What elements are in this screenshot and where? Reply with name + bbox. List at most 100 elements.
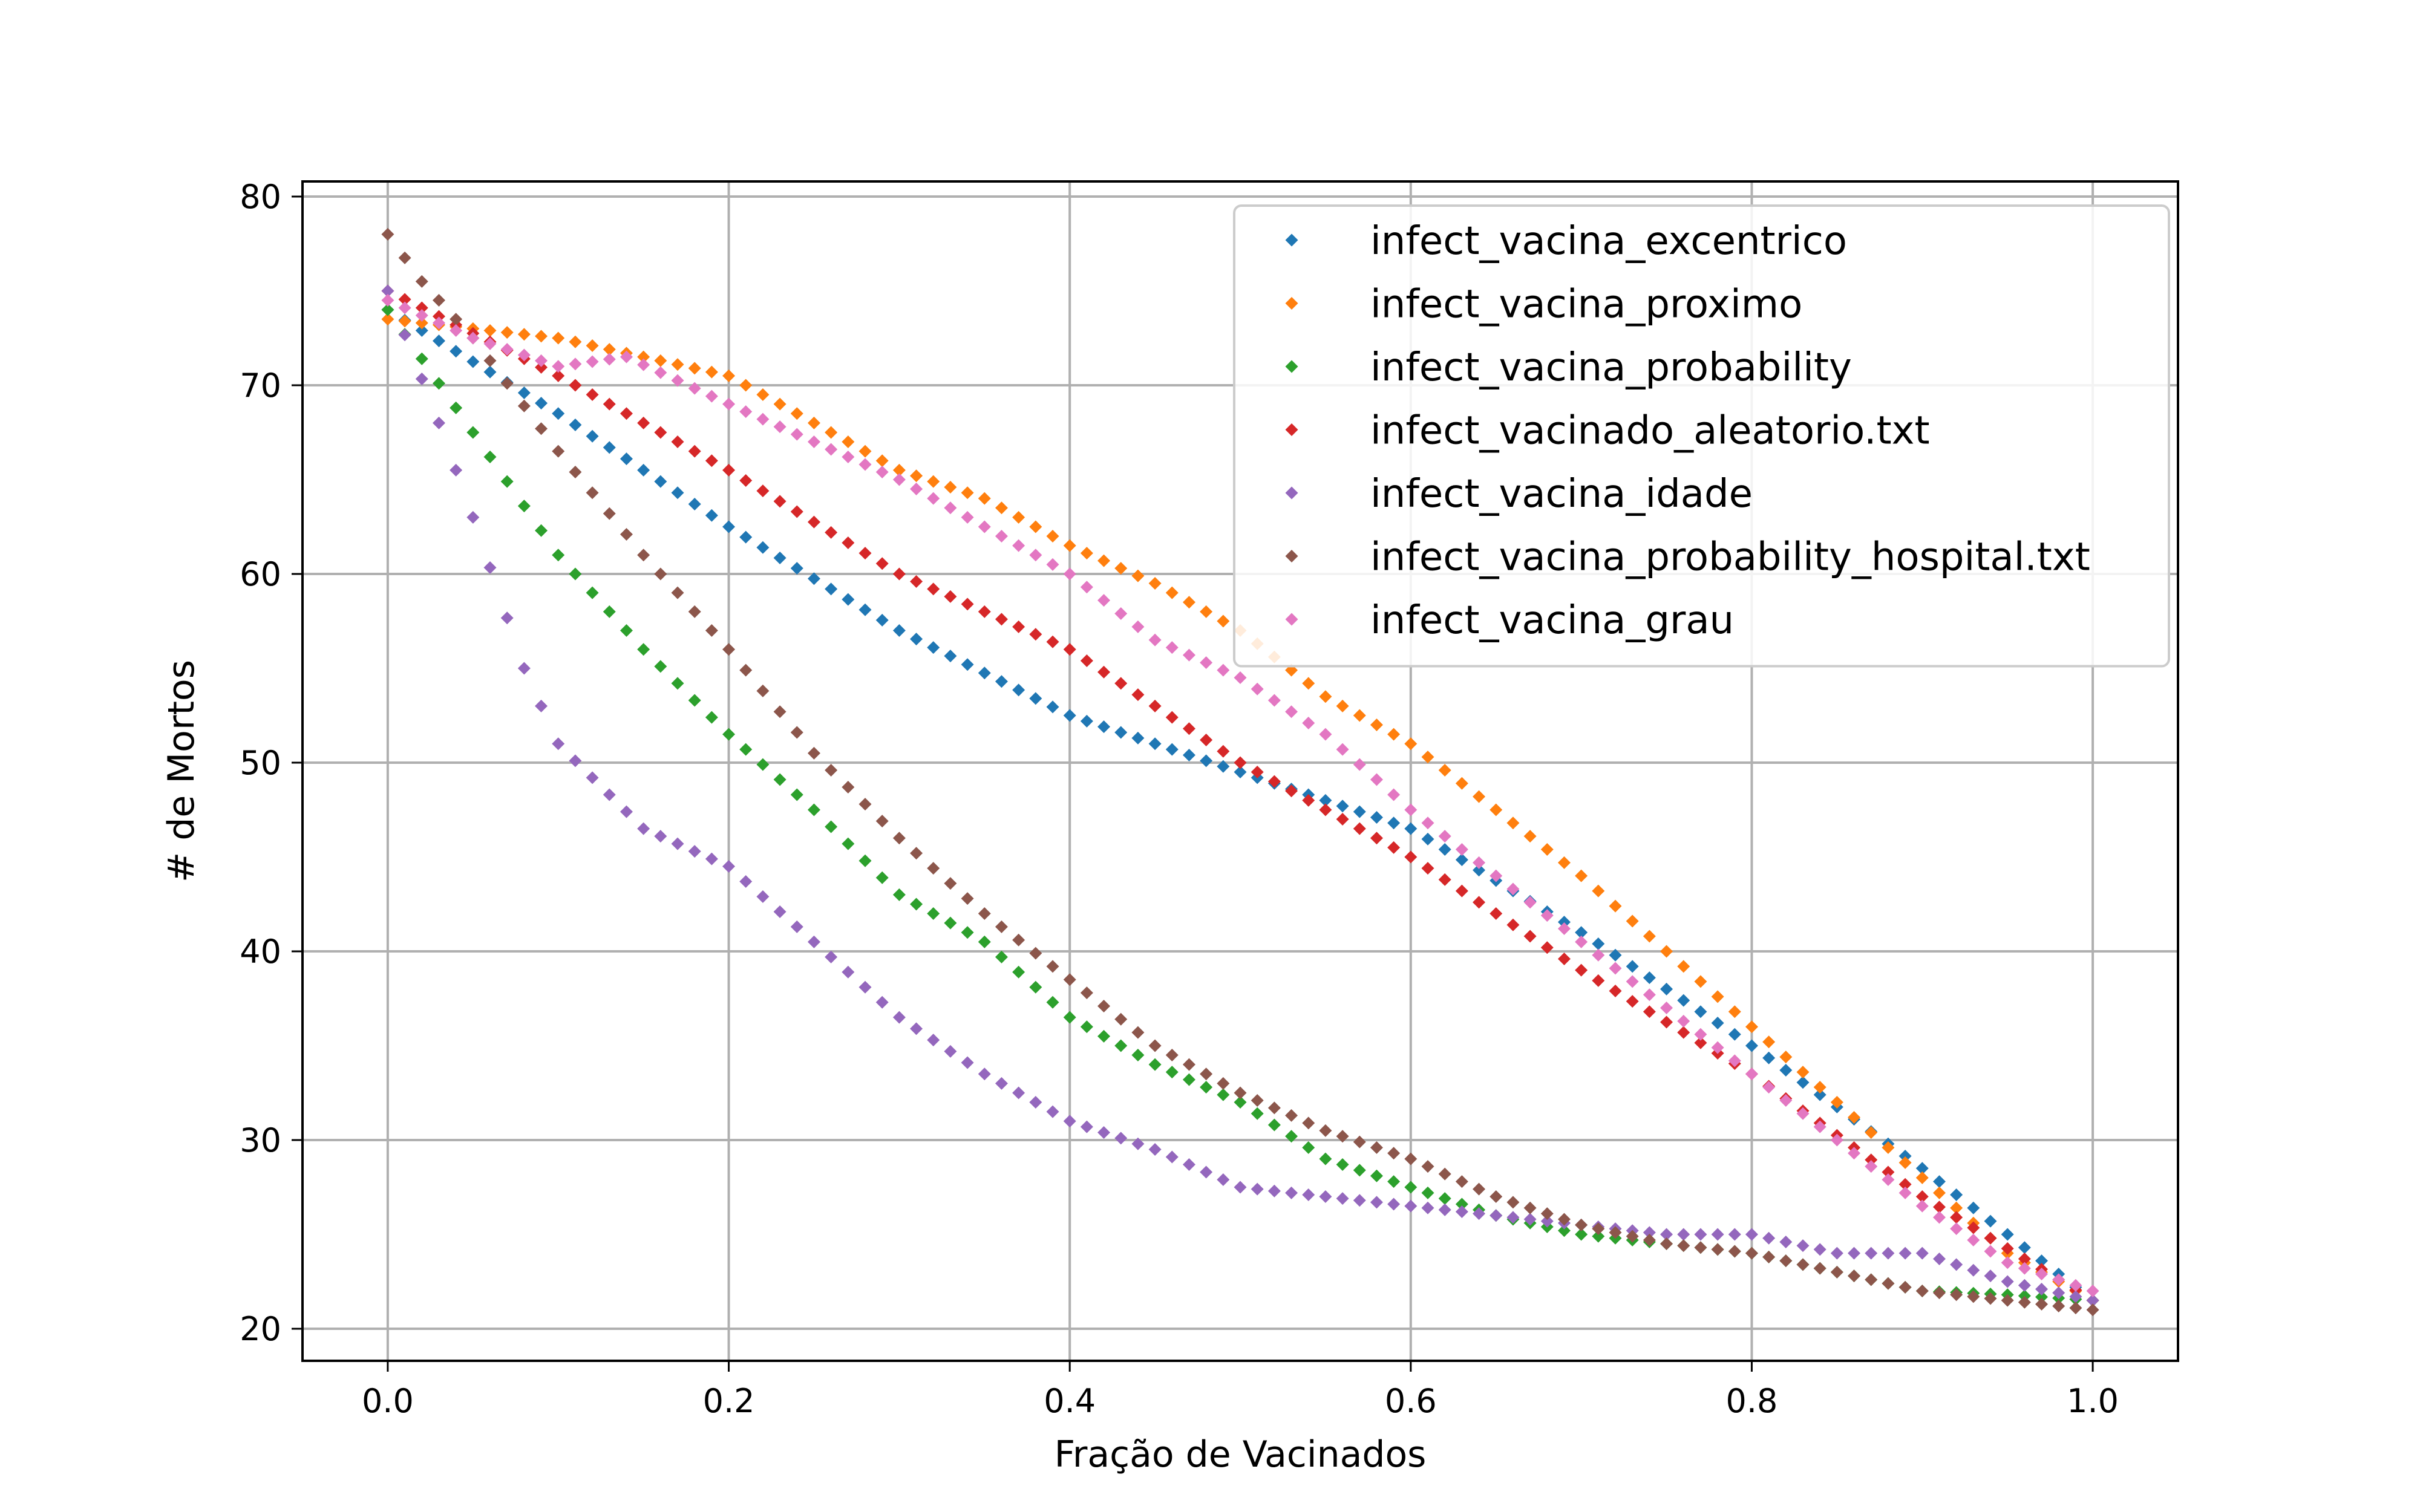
data-point xyxy=(1592,948,1605,962)
data-point xyxy=(1336,813,1349,826)
data-points xyxy=(381,227,2099,1317)
data-point xyxy=(773,420,786,434)
data-point xyxy=(637,463,650,477)
data-point xyxy=(1677,960,1690,973)
data-point xyxy=(1421,1160,1434,1173)
data-point xyxy=(500,475,514,488)
data-point xyxy=(1711,1041,1724,1054)
data-point xyxy=(1523,896,1537,909)
data-point xyxy=(1404,803,1418,816)
data-point xyxy=(1728,1245,1741,1258)
data-point xyxy=(483,337,497,350)
data-point xyxy=(910,469,923,483)
data-point xyxy=(1915,1190,1929,1204)
data-point xyxy=(552,369,565,382)
data-point xyxy=(552,360,565,373)
data-point xyxy=(535,397,548,410)
data-point xyxy=(807,935,820,948)
data-point xyxy=(1984,1231,1997,1245)
data-point xyxy=(620,805,633,818)
data-point xyxy=(858,980,872,994)
data-point xyxy=(432,310,445,323)
legend-marker xyxy=(1285,360,1298,373)
data-point xyxy=(1848,1111,1861,1124)
data-point xyxy=(1200,1165,1213,1179)
data-point xyxy=(1234,1096,1247,1109)
data-point xyxy=(1455,842,1468,856)
data-point xyxy=(1131,569,1145,582)
data-point xyxy=(858,798,872,811)
data-point xyxy=(875,557,889,570)
data-point xyxy=(1694,1028,1707,1041)
data-point xyxy=(995,920,1008,933)
data-point xyxy=(1643,971,1656,985)
data-point xyxy=(892,567,906,581)
data-point xyxy=(1865,1153,1878,1167)
data-point xyxy=(910,483,923,496)
data-point xyxy=(1557,952,1571,965)
data-point xyxy=(1370,832,1383,845)
data-point xyxy=(1967,1201,1980,1214)
data-point xyxy=(1984,1269,1997,1283)
data-point xyxy=(1848,1147,1861,1160)
data-point xyxy=(637,416,650,429)
data-point xyxy=(603,788,616,801)
data-point xyxy=(1114,1012,1128,1026)
data-point xyxy=(1609,948,1622,962)
data-point xyxy=(892,1011,906,1024)
data-point xyxy=(1967,1263,1980,1277)
data-point xyxy=(1473,790,1486,803)
data-point xyxy=(1523,930,1537,943)
data-point xyxy=(2052,1273,2065,1286)
data-point xyxy=(1540,1207,1554,1220)
data-point xyxy=(995,530,1008,543)
data-point xyxy=(1063,567,1076,581)
data-point xyxy=(1473,896,1486,909)
data-point xyxy=(1575,1218,1588,1231)
data-point xyxy=(1200,754,1213,767)
data-point xyxy=(671,358,684,371)
data-point xyxy=(1251,1182,1264,1196)
data-point xyxy=(1165,1066,1179,1079)
data-point xyxy=(1609,1226,1622,1239)
y-axis-label: # de Mortos xyxy=(160,660,203,882)
data-point xyxy=(739,405,753,419)
data-point xyxy=(1915,1171,1929,1184)
legend-marker xyxy=(1285,550,1298,562)
data-point xyxy=(825,426,838,439)
data-point xyxy=(1932,1175,1946,1188)
data-point xyxy=(654,567,667,581)
data-point xyxy=(1830,1265,1843,1279)
data-point xyxy=(1592,974,1605,987)
data-point xyxy=(1404,1199,1418,1213)
data-point xyxy=(517,399,531,412)
data-point xyxy=(910,1022,923,1035)
data-point xyxy=(1165,711,1179,724)
data-point xyxy=(961,658,974,671)
data-point xyxy=(825,582,838,596)
data-point xyxy=(450,345,463,358)
data-point xyxy=(569,754,582,767)
data-point xyxy=(1660,945,1673,958)
data-point xyxy=(790,407,803,420)
legend-entry: infect_vacina_grau xyxy=(1370,598,1734,643)
data-point xyxy=(1626,914,1639,928)
data-point xyxy=(415,301,428,314)
data-point xyxy=(1490,1190,1503,1204)
data-point xyxy=(1643,930,1656,943)
data-point xyxy=(603,343,616,356)
data-point xyxy=(2035,1291,2049,1304)
data-point xyxy=(569,357,582,371)
data-point xyxy=(807,435,820,449)
data-point xyxy=(1370,1169,1383,1182)
data-point xyxy=(858,603,872,616)
data-point xyxy=(2069,1279,2082,1292)
data-point xyxy=(1353,1194,1366,1207)
data-point xyxy=(2018,1295,2031,1309)
data-point xyxy=(1677,1014,1690,1028)
data-point xyxy=(1046,558,1059,571)
legend-marker xyxy=(1285,297,1298,310)
data-point xyxy=(1387,728,1401,741)
data-point xyxy=(875,815,889,828)
data-point xyxy=(1762,1035,1776,1049)
